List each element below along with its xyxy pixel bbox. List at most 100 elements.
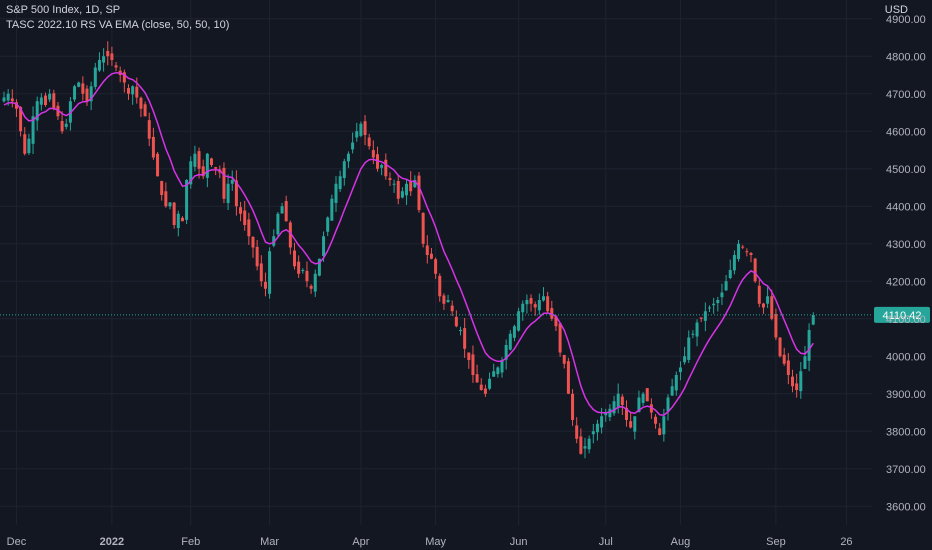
last-price-badge [874,306,930,323]
candle-body [201,166,205,177]
candle-body [645,388,649,402]
candle-body [662,416,666,435]
candle-body [268,251,272,294]
candle-body [728,270,732,279]
indicator-legend[interactable]: TASC 2022.10 RS VA EMA (close, 50, 50, 1… [6,19,230,31]
candle-body [600,416,604,428]
candle-body [434,259,438,274]
y-tick-label: 3700.00 [886,464,926,476]
candle-body [6,93,10,101]
candle-body [591,431,595,435]
candle-body [537,300,541,311]
candle-body [612,401,616,414]
candle-body [533,304,537,308]
candle-body [595,423,599,433]
candle-body [338,176,342,190]
candle-body [31,116,35,144]
candle-body [272,236,276,246]
candle-body [160,180,164,195]
candle-body [529,298,533,304]
y-tick-label: 4500.00 [886,164,926,176]
candle-body [180,217,184,222]
candle-body [251,236,255,248]
candle-body [367,137,371,147]
candle-body [330,198,334,221]
candle-body [185,180,189,220]
candle-body [396,181,400,199]
candle-body [97,60,101,71]
candle-body [737,243,741,259]
candle-body [579,436,583,454]
y-tick-label: 3600.00 [886,501,926,513]
candle-body [230,180,234,184]
candle-body [193,153,197,167]
candle-body [172,202,176,225]
candle-body [753,258,757,282]
candle-body [479,384,483,390]
candle-body [355,131,359,138]
candle-body [284,201,288,222]
candle-body [807,330,811,361]
candle-body [454,316,458,327]
x-tick-label: Sep [766,536,786,548]
candle-body [301,270,305,271]
candle-body [749,253,753,255]
y-tick-label: 4400.00 [886,201,926,213]
candle-body [504,345,508,360]
candle-body [164,191,168,207]
candle-body [695,322,699,337]
candle-body [633,416,637,432]
candle-body [313,273,317,292]
candle-body [508,333,512,350]
candle-body [463,328,467,349]
candle-body [305,270,309,282]
candle-body [641,393,645,403]
candle-body [492,371,496,377]
candle-body [517,311,521,331]
candle-body [114,65,118,68]
candle-body [363,121,367,135]
candle-body [89,86,93,102]
candle-body [417,175,421,210]
candle-body [342,161,346,178]
x-tick-label: Feb [181,536,200,548]
candle-body [757,285,761,304]
candle-body [239,207,243,214]
y-tick-label: 4000.00 [886,351,926,363]
last-price-line: 4110.42 [0,306,930,323]
candle-body [799,371,803,392]
time-axis[interactable]: Dec 2022 Feb Mar Apr May Jun Jul Aug Sep 26 [7,536,853,548]
candle-body [500,360,504,373]
candle-body [608,408,612,418]
candle-body [583,446,587,449]
x-tick-label: Apr [352,536,369,548]
x-tick-label: Aug [671,536,691,548]
candle-body [56,105,60,117]
candle-body [620,396,624,405]
y-tick-label: 3800.00 [886,426,926,438]
candle-body [226,183,230,204]
y-tick-label: 4200.00 [886,276,926,288]
candle-body [359,123,363,136]
candle-body [214,167,218,169]
ema-series [3,71,814,416]
candle-body [122,72,126,83]
candle-body [488,378,492,389]
candle-body [322,236,326,257]
price-axis[interactable]: 3600.00 3700.00 3800.00 3900.00 4000.00 4100.… [886,14,926,514]
candle-body [156,153,160,177]
candle-body [761,303,765,308]
candle-body [263,281,267,289]
candle-body [85,88,89,102]
ema-line [3,71,814,416]
candle-body [371,150,375,158]
y-tick-label: 4800.00 [886,51,926,63]
candle-body [210,158,213,165]
candle-body [326,217,330,232]
candle-body [52,93,56,109]
candle-body [346,153,350,162]
candle-body [400,191,404,198]
candle-body [77,82,81,87]
